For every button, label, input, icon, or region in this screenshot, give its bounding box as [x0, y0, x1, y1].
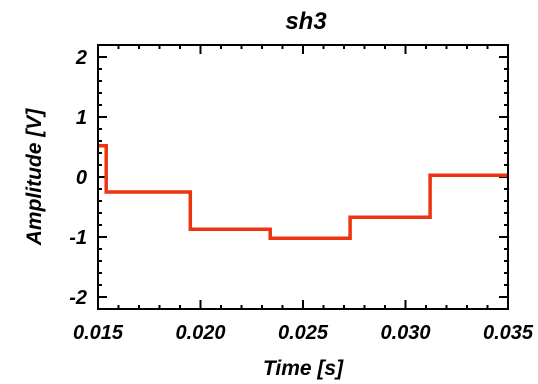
x-tick-label: 0.020 — [175, 322, 225, 344]
y-tick-label: 1 — [76, 107, 87, 129]
axis-ticks — [97, 44, 509, 310]
x-tick-label: 0.035 — [483, 322, 534, 344]
x-tick-label: 0.025 — [278, 322, 329, 344]
tick-labels: 0.015 0.020 0.025 0.030 0.035 -2 -1 0 1 2 — [69, 47, 534, 344]
y-axis-label: Amplitude [V] — [23, 108, 46, 246]
y-tick-label: 0 — [76, 167, 87, 189]
y-tick-label: -2 — [69, 287, 87, 309]
x-tick-label: 0.015 — [73, 322, 124, 344]
series-line — [98, 144, 508, 240]
chart-title: sh3 — [285, 8, 327, 35]
plot-frame — [97, 44, 509, 310]
series-layer — [98, 144, 508, 240]
x-axis-label: Time [s] — [263, 357, 344, 380]
x-tick-label: 0.030 — [380, 322, 430, 344]
y-tick-label: -1 — [69, 227, 87, 249]
y-tick-label: 2 — [75, 47, 87, 69]
